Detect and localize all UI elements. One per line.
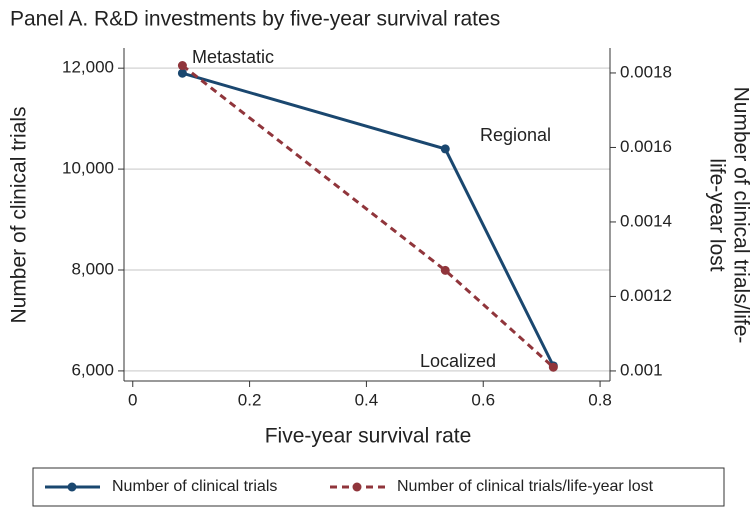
x-tick-label: 0.8 [588,390,612,409]
series-line [181,71,555,367]
legend-marker [67,482,77,492]
point [548,362,558,372]
series-line [181,64,555,369]
x-tick-label: 0 [128,390,137,409]
y2-axis-label: Number of clinical trials/life- [729,87,752,344]
y2-tick-label: 0.0012 [620,286,672,305]
point [440,265,450,275]
y-axis-label: Number of clinical trials [8,106,31,323]
y2-tick-label: 0.0014 [620,211,672,230]
legend-marker [352,482,362,492]
legend-label: Number of clinical trials [112,478,277,495]
y2-tick-label: 0.0016 [620,137,672,156]
point [177,61,187,71]
point-annotation: Localized [420,351,496,371]
legend-box [32,467,725,507]
y-tick-label: 6,000 [71,360,114,379]
point [440,144,450,154]
y2-tick-label: 0.0018 [620,62,672,81]
x-tick-label: 0.2 [238,390,262,409]
point-annotation: Regional [480,125,551,145]
x-tick-label: 0.6 [471,390,495,409]
x-tick-label: 0.4 [355,390,379,409]
chart-title: Panel A. R&D investments by five-year su… [10,8,500,31]
y-tick-label: 8,000 [71,259,114,278]
point-annotation: Metastatic [192,47,274,67]
y2-axis-label: life-year lost [705,158,728,271]
point [177,68,187,78]
y-tick-label: 10,000 [62,159,114,178]
y-tick-label: 12,000 [62,58,114,77]
x-axis-label: Five-year survival rate [265,425,472,448]
legend-label: Number of clinical trials/life-year lost [397,478,654,495]
y2-tick-label: 0.001 [620,360,663,379]
